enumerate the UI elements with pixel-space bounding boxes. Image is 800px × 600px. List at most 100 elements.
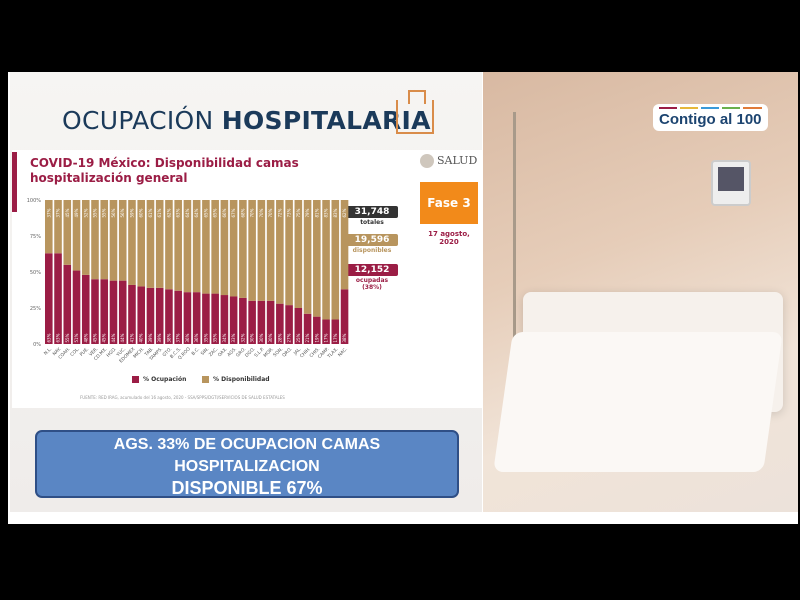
data-label-occupation: 48% — [83, 333, 88, 342]
bar-occupation — [155, 287, 164, 344]
bar-availability — [340, 200, 349, 290]
data-label-availability: 83% — [324, 208, 329, 217]
bar-availability — [63, 200, 72, 265]
bar-availability — [165, 200, 173, 290]
bar-occupation — [91, 279, 99, 344]
data-label-availability: 75% — [296, 208, 301, 217]
stat-total: 31,748 totales — [346, 206, 398, 226]
data-label-availability: 65% — [213, 208, 218, 217]
bar-occupation — [146, 287, 155, 344]
x-tick-label: VER. — [88, 346, 100, 358]
data-label-occupation: 44% — [120, 333, 125, 342]
y-tick-label: 75% — [30, 234, 41, 240]
data-label-occupation: 33% — [231, 333, 236, 342]
chart-title: COVID-19 México: Disponibilidad camas ho… — [30, 156, 299, 185]
bar-availability — [257, 200, 266, 301]
data-label-availability: 70% — [259, 208, 264, 217]
x-tick-label: ZAC. — [208, 346, 220, 358]
legend-label: % Disponibilidad — [213, 376, 270, 383]
bar-occupation — [109, 280, 118, 344]
data-label-availability: 45% — [65, 208, 70, 217]
salud-logo: SALUD — [420, 154, 477, 168]
bar-availability — [155, 200, 164, 288]
bar-availability — [100, 200, 109, 280]
bar-occupation — [63, 264, 72, 344]
data-label-availability: 56% — [120, 208, 125, 217]
bar-occupation — [285, 305, 293, 344]
video-frame: OCUPACIÓN HOSPITALARIA COVID-19 México: … — [8, 72, 798, 524]
data-label-occupation: 63% — [56, 333, 61, 342]
data-label-availability: 62% — [166, 208, 171, 217]
stat-total-label: totales — [360, 219, 384, 226]
slide: OCUPACIÓN HOSPITALARIA COVID-19 México: … — [10, 72, 484, 512]
date-label: 17 agosto, 2020 — [428, 230, 470, 246]
data-label-occupation: 35% — [213, 333, 218, 342]
data-label-occupation: 63% — [46, 333, 51, 342]
data-label-occupation: 38% — [166, 333, 171, 342]
logo-text: Contigo al 100 — [659, 111, 762, 128]
x-tick-label: NAC. — [337, 346, 349, 358]
data-label-availability: 65% — [203, 208, 208, 217]
x-tick-label: PUE. — [79, 346, 91, 358]
accent-bar — [12, 152, 17, 212]
data-label-availability: 81% — [314, 208, 319, 217]
data-label-occupation: 28% — [277, 333, 282, 342]
data-label-occupation: 39% — [148, 333, 153, 342]
x-tick-label: MOR. — [262, 346, 275, 359]
data-label-availability: 37% — [56, 208, 61, 217]
phase-badge: Fase 3 — [420, 182, 478, 224]
stat-occupied-label: ocupadas (38%) — [355, 277, 389, 291]
bar-availability — [313, 200, 321, 317]
bar-occupation — [183, 292, 192, 344]
monitor-device — [711, 160, 751, 206]
bar-occupation — [266, 300, 275, 344]
data-label-availability: 56% — [111, 208, 116, 217]
bar-availability — [239, 200, 247, 298]
data-label-occupation: 55% — [65, 333, 70, 342]
data-label-availability: 79% — [305, 208, 310, 217]
bar-availability — [91, 200, 99, 280]
legend-swatch — [132, 376, 139, 383]
bar-availability — [276, 200, 284, 304]
hospital-icon — [396, 90, 434, 134]
stat-total-value: 31,748 — [346, 206, 398, 218]
data-label-availability: 55% — [102, 208, 107, 217]
data-label-availability: 60% — [139, 208, 144, 217]
stat-available: 19,596 disponibles — [346, 234, 398, 254]
bar-availability — [266, 200, 275, 301]
data-label-occupation: 40% — [139, 333, 144, 342]
bar-availability — [211, 200, 219, 294]
data-label-occupation: 17% — [333, 333, 338, 342]
data-label-availability: 59% — [129, 208, 134, 217]
legend-availability: % Disponibilidad — [202, 376, 270, 383]
bar-occupation — [248, 300, 256, 344]
x-tick-label: NAY. — [52, 346, 63, 357]
bar-occupation — [239, 297, 247, 344]
bar-availability — [137, 200, 146, 287]
legend-occupation: % Ocupación — [132, 376, 186, 383]
stat-occupied-value: 12,152 — [346, 264, 398, 276]
data-label-availability: 83% — [333, 208, 338, 217]
bar-occupation — [81, 274, 90, 344]
data-label-availability: 70% — [268, 208, 273, 217]
bar-occupation — [174, 290, 182, 344]
bar-availability — [248, 200, 256, 301]
y-tick-label: 50% — [30, 270, 41, 276]
x-tick-label: GTO. — [161, 346, 173, 358]
x-tick-label: QRO. — [281, 346, 293, 358]
bar-occupation — [322, 319, 330, 344]
hospital-bed-photo: Contigo al 100 — [483, 72, 798, 512]
stat-available-value: 19,596 — [346, 234, 398, 246]
data-label-occupation: 30% — [250, 333, 255, 342]
bar-availability — [128, 200, 136, 285]
bar-availability — [192, 200, 201, 293]
data-label-availability: 66% — [222, 208, 227, 217]
x-tick-label: OAX. — [217, 346, 229, 358]
title-bold: HOSPITALARIA — [221, 106, 431, 135]
data-label-occupation: 30% — [259, 333, 264, 342]
bar-occupation — [192, 292, 201, 344]
bar-availability — [118, 200, 127, 281]
banner-line1: AGS. 33% DE OCUPACION CAMAS — [113, 436, 381, 453]
bar-occupation — [118, 280, 127, 344]
data-label-availability: 52% — [83, 208, 88, 217]
